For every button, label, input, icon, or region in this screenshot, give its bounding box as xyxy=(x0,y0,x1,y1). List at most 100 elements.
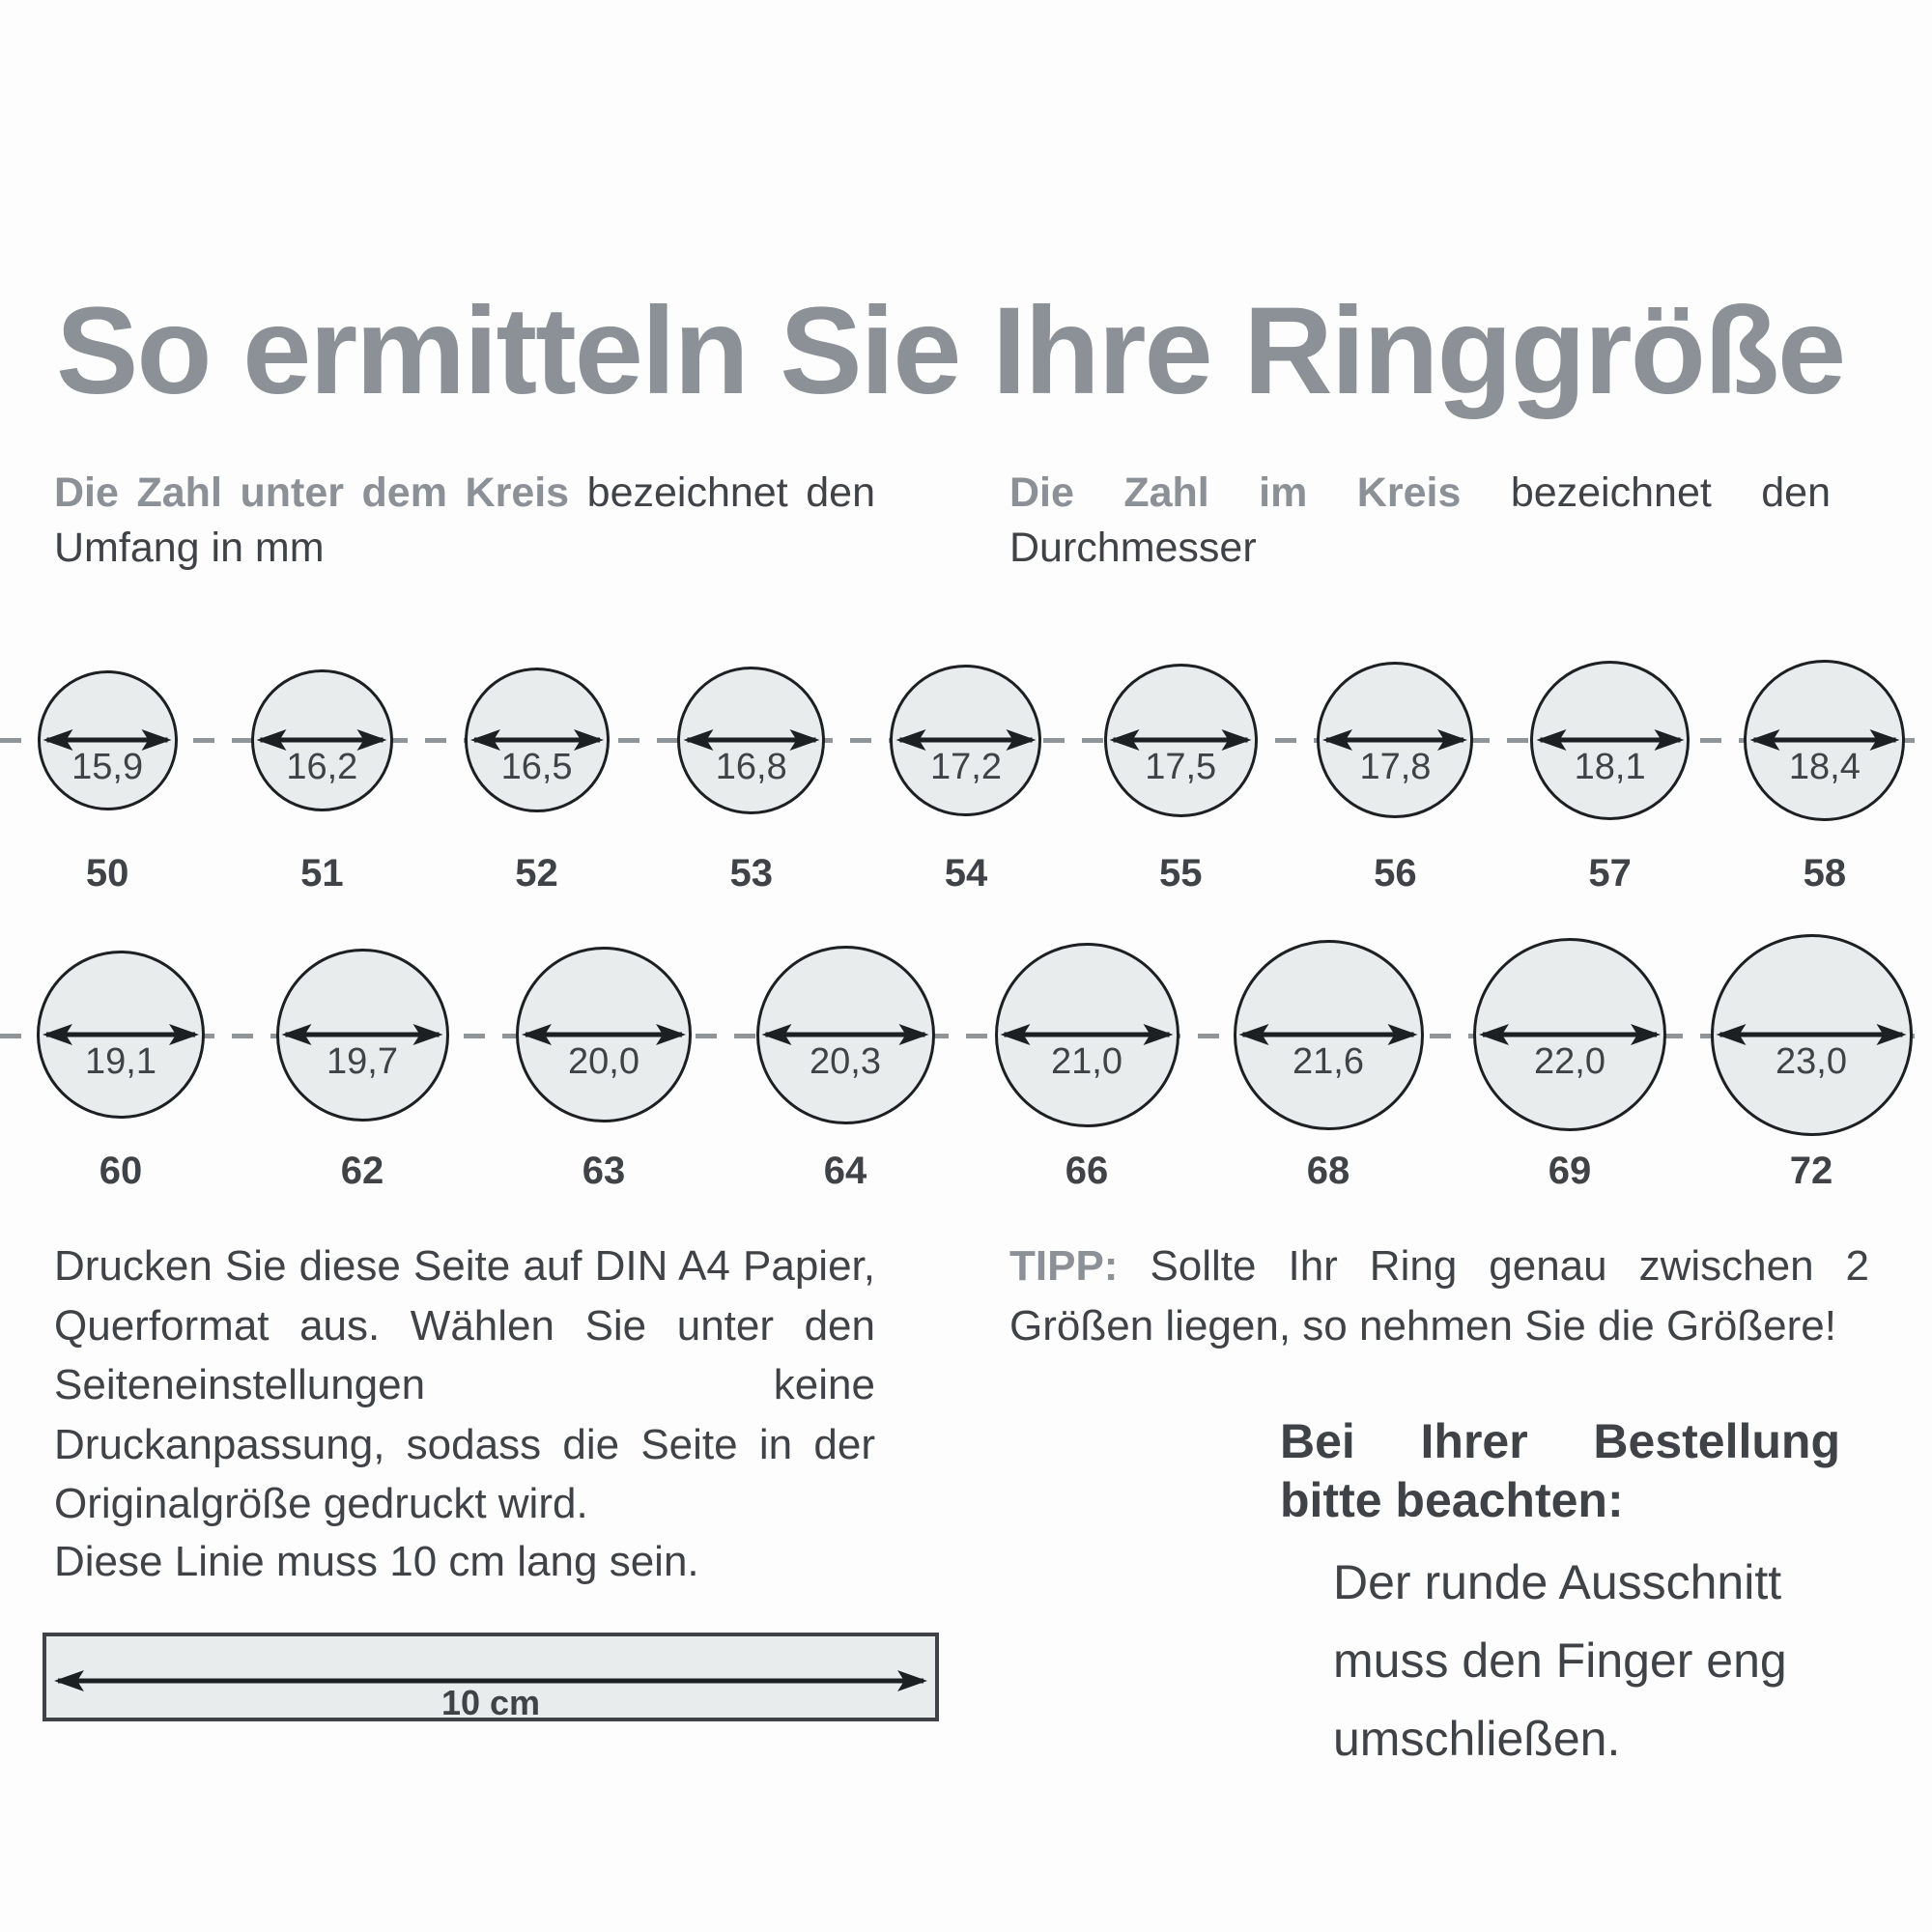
diameter-label: 22,0 xyxy=(1534,1041,1605,1082)
diameter-arrow-icon xyxy=(281,1024,443,1045)
diameter-label: 23,0 xyxy=(1776,1041,1847,1082)
line-length-note: Diese Linie muss 10 cm lang sein. xyxy=(54,1538,699,1585)
ring-size-label: 53 xyxy=(729,852,774,895)
tip-label: TIPP: xyxy=(1009,1242,1119,1290)
ring-circle: 18,4 xyxy=(1744,659,1906,821)
ring-circle: 23,0 xyxy=(1710,933,1913,1136)
ring-circle: 16,5 xyxy=(464,668,610,812)
ring-circle: 20,3 xyxy=(755,945,935,1124)
ring-circle: 17,2 xyxy=(890,664,1042,816)
ring-circle: 20,0 xyxy=(516,947,692,1122)
diameter-arrow-icon xyxy=(1536,729,1685,751)
diameter-arrow-icon xyxy=(1749,729,1900,751)
ring-circle: 19,7 xyxy=(275,948,449,1122)
ring-row-50-58: 15,9 50 16,2 51 16,5 52 xyxy=(0,634,1932,895)
ring-size-label: 62 xyxy=(340,1150,384,1192)
diameter-arrow-icon xyxy=(683,729,820,751)
ring-size-item: 20,0 63 xyxy=(483,925,724,1193)
row2-dashed-axis xyxy=(0,1034,1932,1038)
diameter-arrow-icon xyxy=(895,729,1037,751)
diameter-arrow-icon xyxy=(1109,729,1252,751)
diameter-label: 21,6 xyxy=(1293,1041,1364,1082)
ring-size-item: 20,3 64 xyxy=(724,925,966,1193)
diameter-arrow-icon xyxy=(469,729,604,751)
ring-circle: 17,8 xyxy=(1317,662,1474,818)
ring-size-label: 55 xyxy=(1158,852,1203,895)
ring-circle: 17,5 xyxy=(1103,663,1258,817)
tip-note: TIPP: Sollte Ihr Ring genau zwischen 2 G… xyxy=(1009,1236,1869,1355)
ten-cm-ruler: 10 cm xyxy=(43,1633,939,1722)
ring-size-item: 22,0 69 xyxy=(1449,925,1690,1193)
diameter-label: 16,5 xyxy=(500,747,573,787)
order-note-body: Der runde Ausschnitt muss den Finger eng… xyxy=(1333,1555,1787,1766)
ring-size-item: 17,8 56 xyxy=(1288,634,1502,895)
ring-size-label: 66 xyxy=(1065,1150,1109,1192)
diameter-label: 19,1 xyxy=(85,1041,156,1082)
ring-size-label: 60 xyxy=(99,1150,143,1192)
diameter-label: 19,7 xyxy=(327,1041,398,1082)
ring-circle: 22,0 xyxy=(1473,938,1666,1131)
page-title: So ermitteln Sie Ihre Ringgröße xyxy=(56,282,1846,420)
ring-size-item: 18,4 58 xyxy=(1718,634,1932,895)
diameter-label: 17,2 xyxy=(930,747,1002,787)
diameter-arrow-icon xyxy=(1322,729,1468,751)
ring-size-label: 68 xyxy=(1306,1150,1350,1192)
ring-size-label: 58 xyxy=(1803,852,1847,895)
ring-size-label: 52 xyxy=(515,852,558,895)
ring-circle: 19,1 xyxy=(37,951,205,1119)
ring-size-label: 69 xyxy=(1548,1150,1592,1192)
diameter-label: 15,9 xyxy=(71,747,144,787)
diameter-label: 16,8 xyxy=(715,747,787,787)
ruler-label: 10 cm xyxy=(440,1683,541,1722)
ring-size-label: 51 xyxy=(300,852,344,895)
ring-size-item: 21,0 66 xyxy=(966,925,1208,1193)
ring-size-label: 56 xyxy=(1374,852,1417,895)
ring-circle: 16,2 xyxy=(250,668,393,811)
ring-size-label: 64 xyxy=(823,1150,867,1192)
diameter-label: 20,3 xyxy=(810,1041,881,1082)
ring-size-item: 21,6 68 xyxy=(1208,925,1449,1193)
order-note-heading: Bei Ihrer Bestellung bitte beachten: xyxy=(1280,1414,1840,1527)
diameter-arrow-icon xyxy=(1479,1024,1661,1045)
ring-size-label: 63 xyxy=(582,1150,626,1192)
ring-size-label: 54 xyxy=(944,852,988,895)
diameter-label: 20,0 xyxy=(568,1041,639,1082)
ring-size-item: 23,0 72 xyxy=(1690,925,1932,1193)
ring-row-60-72: 19,1 60 19,7 62 20,0 63 xyxy=(0,925,1932,1193)
ring-size-item: 19,7 62 xyxy=(242,925,483,1193)
ring-size-item: 17,5 55 xyxy=(1073,634,1288,895)
ring-size-item: 15,9 50 xyxy=(0,634,214,895)
diameter-label: 18,4 xyxy=(1788,747,1861,787)
ring-circle: 15,9 xyxy=(37,669,178,810)
diameter-label: 17,5 xyxy=(1145,747,1217,787)
ring-size-item: 16,8 53 xyxy=(644,634,859,895)
ring-size-label: 72 xyxy=(1789,1150,1833,1192)
diameter-arrow-icon xyxy=(1716,1024,1907,1045)
circumference-explanation-rest: bezeichnet den Umfang in mm xyxy=(54,469,875,571)
ring-size-item: 16,5 52 xyxy=(429,634,643,895)
diameter-arrow-icon xyxy=(256,729,387,751)
diameter-label: 16,2 xyxy=(286,747,358,787)
ring-circle: 21,6 xyxy=(1233,939,1424,1130)
diameter-arrow-icon xyxy=(43,1024,199,1045)
diameter-arrow-icon xyxy=(43,729,172,751)
print-instructions: Drucken Sie diese Seite auf DIN A4 Papie… xyxy=(54,1242,875,1528)
diameter-arrow-icon xyxy=(761,1024,929,1045)
circumference-explanation-lead: Die Zahl unter dem Kreis xyxy=(54,469,570,516)
diameter-arrow-icon xyxy=(1000,1024,1174,1045)
diameter-explanation-lead: Die Zahl im Kreis xyxy=(1009,469,1462,516)
ring-circle: 21,0 xyxy=(994,942,1179,1127)
tip-text: Sollte Ihr Ring genau zwischen 2 Größen … xyxy=(1009,1242,1869,1350)
ring-circle: 18,1 xyxy=(1530,660,1690,820)
diameter-label: 18,1 xyxy=(1574,747,1646,787)
ruler-arrow-icon xyxy=(54,1670,927,1691)
ring-size-label: 50 xyxy=(85,852,129,895)
diameter-arrow-icon xyxy=(1238,1024,1418,1045)
diameter-explanation-rest: bezeichnet den Durchmesser xyxy=(1009,469,1831,571)
ring-size-item: 17,2 54 xyxy=(859,634,1073,895)
ring-circle: 16,8 xyxy=(677,666,826,814)
ring-size-item: 16,2 51 xyxy=(214,634,429,895)
ring-size-label: 57 xyxy=(1588,852,1632,895)
circumference-explanation: Die Zahl unter dem Kreis bezeichnet den … xyxy=(54,466,875,576)
